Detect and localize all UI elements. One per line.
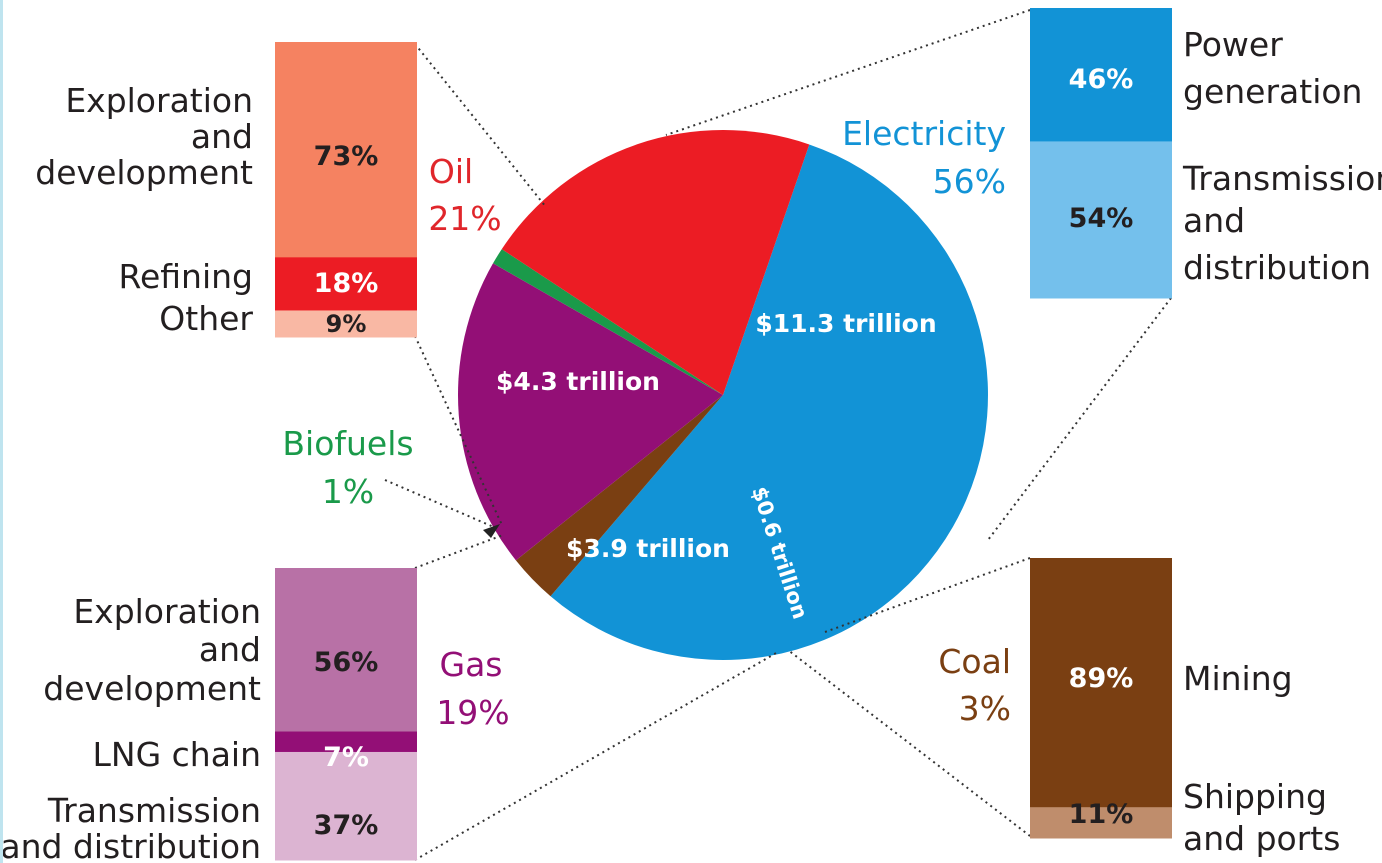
gas-exploration-label-3: development	[43, 669, 261, 708]
electricity-bar-segment-2	[1030, 141, 1172, 299]
elec-td-percent: 54%	[1069, 203, 1134, 234]
coal-shipping-percent: 11%	[1069, 799, 1134, 830]
coal-mining-label: Mining	[1183, 659, 1293, 698]
oil-value-label: $4.3 trillion	[496, 367, 660, 396]
gas-td-percent: 37%	[314, 810, 379, 841]
gas-category-percent: 19%	[436, 693, 509, 732]
gas-leader-top	[414, 534, 504, 569]
gas-bar-segment-3	[275, 751, 417, 861]
breakdown-bars	[275, 8, 1172, 861]
oil-bar-segment-2	[275, 257, 417, 311]
leader-lines	[384, 9, 1172, 861]
gas-exploration-percent: 56%	[314, 647, 379, 678]
gas-leader-bottom	[414, 651, 779, 861]
elec-td-label-3: distribution	[1183, 248, 1371, 287]
gas-exploration-label-2: and	[199, 630, 261, 669]
gas-lng-percent: 7%	[323, 742, 369, 773]
breakdown-labels: Exploration and development Refining Oth…	[3, 25, 1382, 863]
investment-pie-chart: $11.3 trillion $4.3 trillion $3.9 trilli…	[3, 8, 1382, 863]
coal-category-name: Coal	[938, 642, 1011, 681]
oil-exploration-label-1: Exploration	[65, 81, 253, 120]
oil-category-percent: 21%	[428, 199, 501, 238]
biofuels-arrowhead	[483, 524, 500, 538]
gas-td-label-2: and distribution	[3, 827, 261, 863]
oil-bar-segment-3	[275, 310, 417, 338]
electricity-slice	[550, 144, 988, 660]
gas-value-label: $3.9 trillion	[566, 534, 730, 563]
elec-power-percent: 46%	[1069, 64, 1134, 95]
oil-slice	[501, 130, 810, 395]
electricity-bar-segment-1	[1030, 8, 1172, 142]
gas-slice	[457, 263, 723, 561]
electricity-leader-bottom	[987, 297, 1172, 541]
coal-bar-segment-1	[1030, 558, 1172, 808]
elec-td-label-2: and	[1183, 201, 1245, 240]
coal-mining-percent: 89%	[1069, 663, 1134, 694]
elec-td-label-1: Transmission	[1182, 159, 1382, 198]
electricity-value-label: $11.3 trillion	[755, 309, 936, 338]
biofuels-category-percent: 1%	[322, 472, 374, 511]
electricity-category-percent: 56%	[933, 162, 1006, 201]
oil-category-name: Oil	[429, 152, 473, 191]
oil-other-percent: 9%	[326, 310, 367, 338]
electricity-category-name: Electricity	[842, 114, 1006, 153]
gas-td-label-1: Transmission	[47, 791, 261, 830]
electricity-leader-top	[665, 9, 1031, 136]
oil-bar-segment-1	[275, 42, 417, 258]
coal-bar-segment-2	[1030, 807, 1172, 839]
coal-leader-top	[824, 557, 1031, 633]
oil-exploration-label-3: development	[35, 153, 253, 192]
oil-refining-label: Refining	[119, 257, 253, 296]
coal-category-percent: 3%	[959, 689, 1011, 728]
coal-shipping-label-1: Shipping	[1183, 777, 1327, 816]
biofuels-leader	[384, 479, 497, 529]
elec-power-label-2: generation	[1183, 72, 1362, 111]
gas-bar-segment-1	[275, 568, 417, 733]
oil-refining-percent: 18%	[314, 268, 379, 299]
gas-bar-segment-2	[275, 731, 417, 753]
oil-exploration-percent: 73%	[314, 141, 379, 172]
gas-category-name: Gas	[440, 645, 503, 684]
oil-other-label: Other	[159, 299, 253, 338]
coal-slice	[515, 395, 723, 597]
biofuels-slice	[493, 249, 723, 395]
oil-exploration-label-2: and	[191, 117, 253, 156]
gas-exploration-label-1: Exploration	[73, 592, 261, 631]
oil-leader-top	[414, 43, 547, 208]
biofuels-category-name: Biofuels	[282, 424, 413, 463]
coal-shipping-label-2: and ports	[1183, 819, 1340, 858]
elec-power-label-1: Power	[1183, 25, 1283, 64]
gas-lng-label: LNG chain	[93, 735, 262, 774]
pie	[457, 130, 988, 660]
